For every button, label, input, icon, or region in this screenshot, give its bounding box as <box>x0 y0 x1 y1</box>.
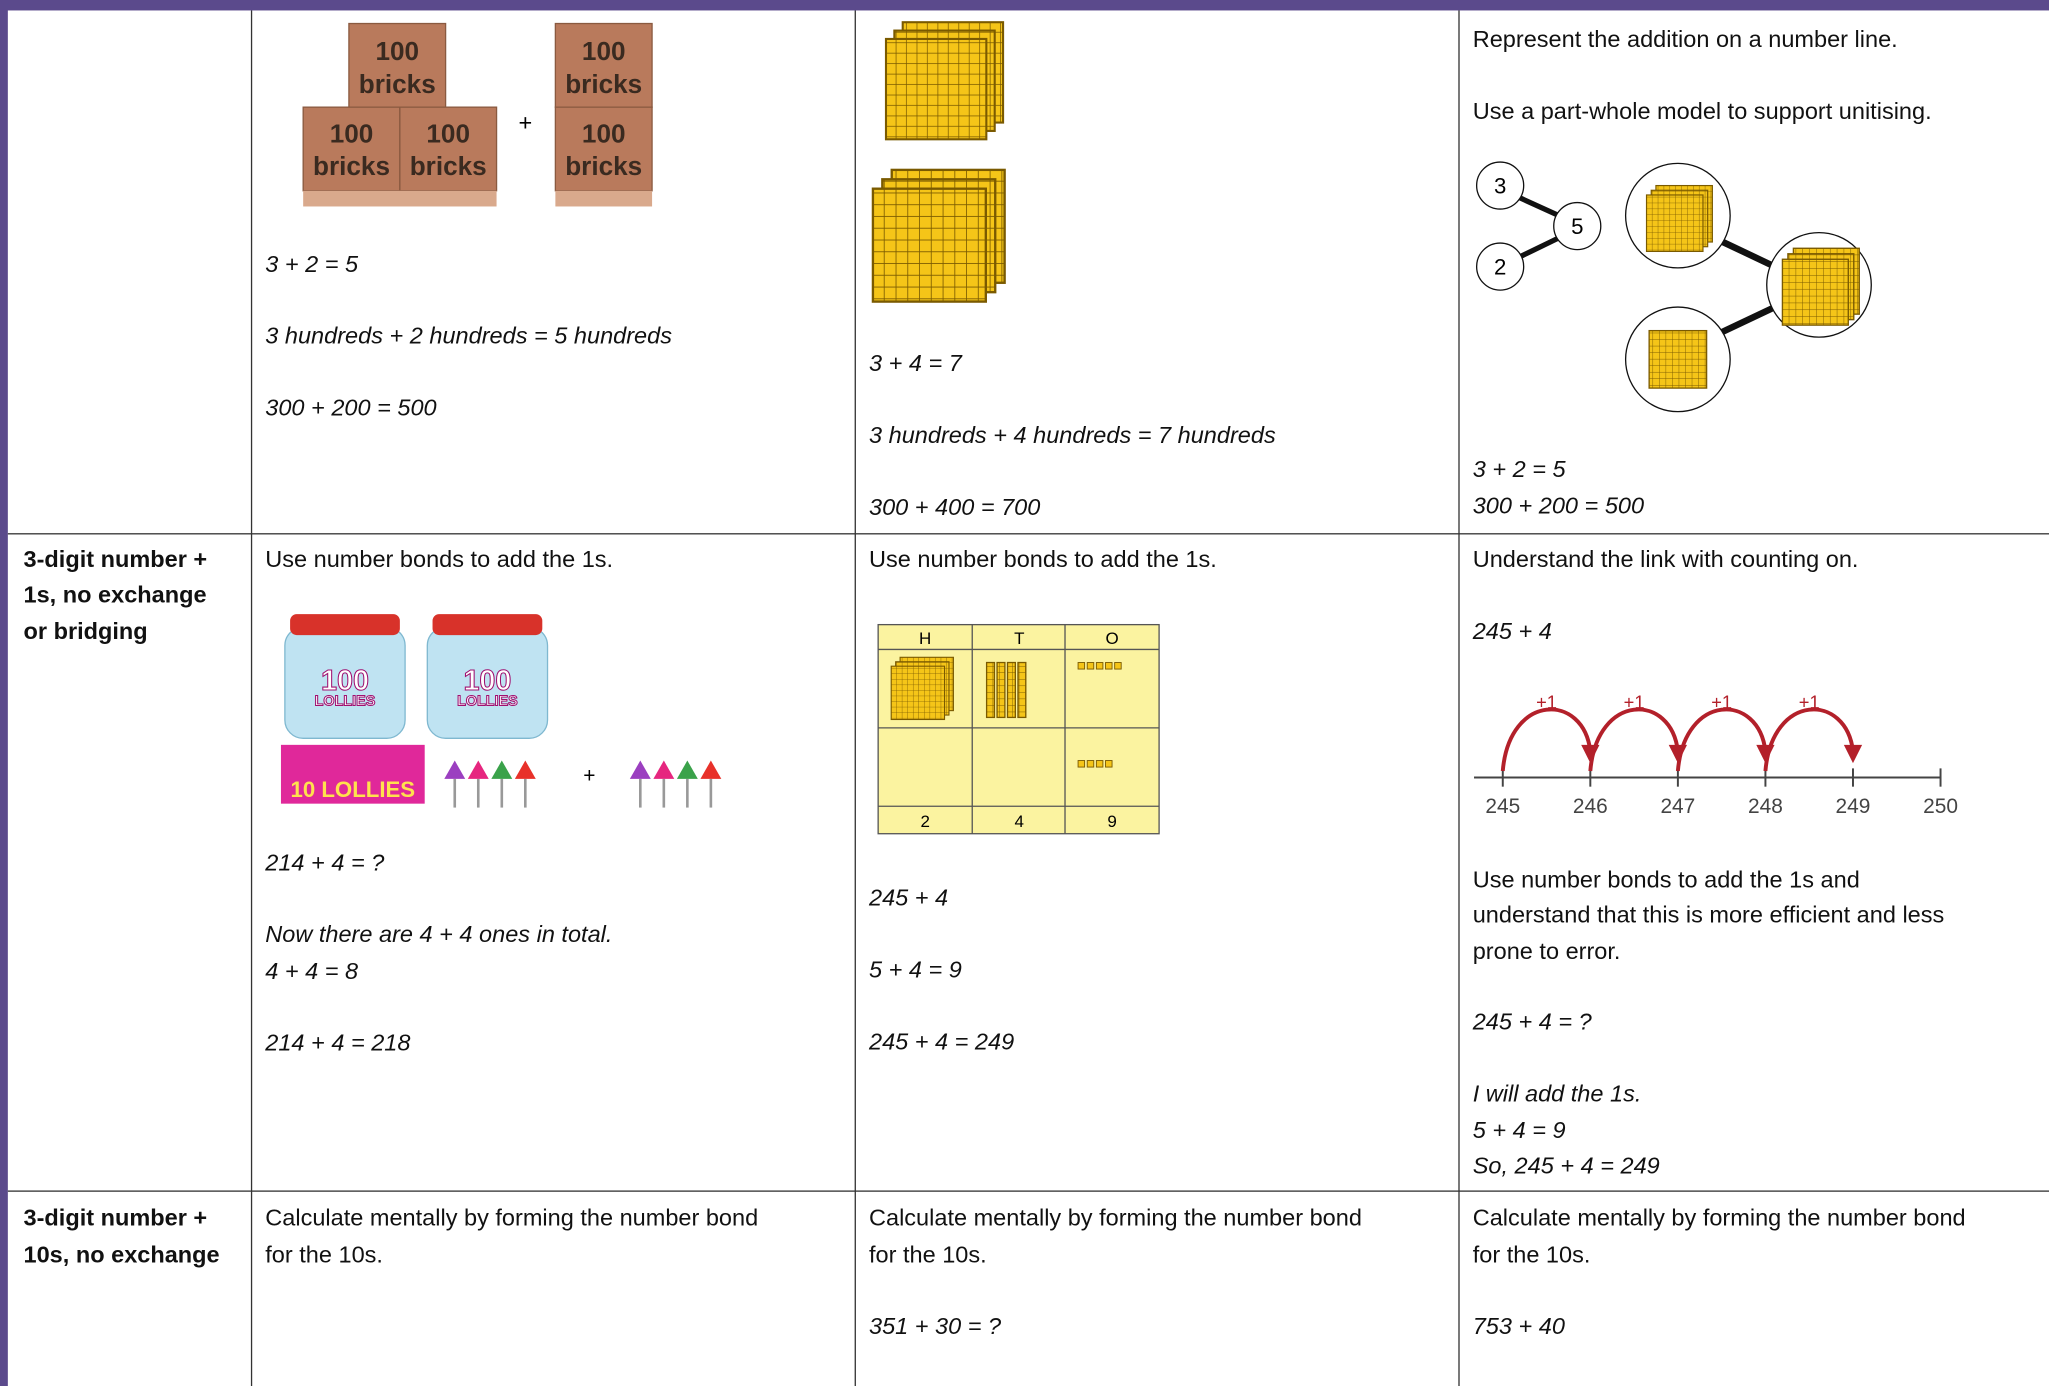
tick-label: 248 <box>1748 795 1783 818</box>
column-header: T <box>1014 629 1024 648</box>
cell-line: 245 + 4 = ? <box>1472 1008 1592 1035</box>
cell-line: 300 + 400 = 700 <box>868 493 1041 521</box>
cell-line: 5 + 4 = 9 <box>868 956 962 983</box>
jar-label: LOLLIES <box>457 694 518 710</box>
tick-label: 249 <box>1836 795 1871 818</box>
tick-label: 250 <box>1923 795 1958 818</box>
row-label: 1s, no exchange <box>23 581 207 608</box>
jump-label: +1 <box>1536 691 1557 712</box>
column-total: 9 <box>1107 812 1116 831</box>
cell-text: for the 10s. <box>868 1241 987 1268</box>
cell-line: Now there are 4 + 4 ones in total. <box>265 921 613 948</box>
cell-text: prone to error. <box>1472 938 1621 965</box>
brick-label: bricks <box>565 69 642 99</box>
col-line <box>250 10 253 1386</box>
cell-line: I will add the 1s. <box>1472 1080 1642 1107</box>
jar-label: LOLLIES <box>315 694 376 710</box>
jump-arrow <box>1843 744 1863 764</box>
brick-label: 100 <box>582 118 626 148</box>
operator: + <box>583 765 595 788</box>
bond-number: 2 <box>1494 254 1506 279</box>
row-label: 3-digit number + <box>23 1204 208 1231</box>
brick-label: bricks <box>410 151 487 181</box>
jump-arc <box>1675 707 1768 772</box>
brick-label: 100 <box>582 36 626 66</box>
jar-label: 100 <box>321 665 369 697</box>
cell-text: Represent the addition on a number line. <box>1472 26 1898 53</box>
tick-label: 246 <box>1573 795 1608 818</box>
cell-text: for the 10s. <box>1472 1241 1591 1268</box>
cell-text: Use number bonds to add the 1s and <box>1472 866 1860 893</box>
cell-line: 3 + 2 = 5 <box>1472 456 1566 483</box>
number-line: 245 246 247 248 249 250 +1 +1 +1 +1 <box>1474 691 1958 818</box>
jump-label: +1 <box>1711 691 1732 712</box>
cell-line: 351 + 30 = ? <box>868 1313 1002 1340</box>
cell-line: 3 hundreds + 4 hundreds = 7 hundreds <box>868 422 1276 449</box>
jump-arc <box>1588 707 1680 772</box>
row-label: 10s, no exchange <box>23 1241 220 1268</box>
cell-line: 3 hundreds + 2 hundreds = 5 hundreds <box>265 322 673 349</box>
lollies-image: 100 LOLLIES 100 LOLLIES 10 LOLLIES + <box>280 614 723 809</box>
col-line <box>1458 10 1460 1386</box>
top-border <box>0 0 2049 11</box>
brick-label: 100 <box>330 118 374 148</box>
col-line <box>854 10 856 1386</box>
place-value-chart: H T O 2 4 9 <box>877 623 1160 835</box>
column-header: O <box>1105 629 1118 648</box>
brick-label: 100 <box>375 36 419 66</box>
cell-line: 3 + 2 = 5 <box>265 250 359 278</box>
cell-text: Calculate mentally by forming the number… <box>868 1204 1362 1231</box>
cell-line: 753 + 40 <box>1472 1313 1565 1340</box>
brick-label: bricks <box>359 69 436 99</box>
column-total: 2 <box>920 812 929 831</box>
brick-label: bricks <box>565 151 642 181</box>
cell-line: 245 + 4 <box>1472 618 1552 645</box>
cubes-image <box>871 21 1006 303</box>
jar-label: 100 <box>463 665 511 697</box>
cell-line: 300 + 200 = 500 <box>1472 492 1645 519</box>
cell-text: understand that this is more efficient a… <box>1472 901 1945 928</box>
cell-line: 245 + 4 <box>868 884 949 911</box>
cell-line: So, 245 + 4 = 249 <box>1472 1152 1660 1179</box>
tick-label: 247 <box>1660 795 1695 818</box>
bricks-image: 100 bricks 100 bricks 100 bricks 100 bri… <box>302 22 653 207</box>
brick-label: 100 <box>426 118 470 148</box>
operator: + <box>518 110 532 136</box>
column-header: H <box>919 629 931 648</box>
part-whole-image: 3 5 2 <box>1475 161 1872 413</box>
cell-text: for the 10s. <box>265 1241 383 1268</box>
jump-label: +1 <box>1799 691 1820 712</box>
cell-line: 3 + 4 = 7 <box>868 350 962 377</box>
cell-line: 214 + 4 = ? <box>265 849 385 876</box>
jump-label: +1 <box>1624 691 1645 712</box>
bond-number: 5 <box>1571 214 1583 239</box>
cell-text: Calculate mentally by forming the number… <box>1472 1204 1966 1231</box>
left-border <box>0 0 8 1386</box>
row-label: 3-digit number + <box>23 546 208 573</box>
row-line <box>7 1190 2049 1192</box>
box-label: 10 LOLLIES <box>291 777 416 802</box>
column-total: 4 <box>1015 812 1024 831</box>
jump-arc <box>1500 707 1593 772</box>
tick-label: 245 <box>1485 795 1520 818</box>
cell-line: 5 + 4 = 9 <box>1472 1117 1566 1144</box>
cell-text: Calculate mentally by forming the number… <box>265 1204 759 1231</box>
cell-text: Use number bonds to add the 1s. <box>868 546 1217 573</box>
jump-arc <box>1763 707 1855 772</box>
row-line <box>7 533 2049 535</box>
row-label: or bridging <box>23 618 148 645</box>
cell-line: 214 + 4 = 218 <box>265 1029 411 1056</box>
bond-number: 3 <box>1494 173 1506 198</box>
brick-label: bricks <box>313 151 390 181</box>
cell-line: 300 + 200 = 500 <box>265 394 437 421</box>
cell-text: Understand the link with counting on. <box>1472 546 1859 573</box>
cell-text: Use number bonds to add the 1s. <box>265 546 614 573</box>
cell-text: Use a part-whole model to support unitis… <box>1472 98 1932 125</box>
cell-line: 245 + 4 = 249 <box>868 1028 1015 1055</box>
cell-line: 4 + 4 = 8 <box>265 957 359 984</box>
